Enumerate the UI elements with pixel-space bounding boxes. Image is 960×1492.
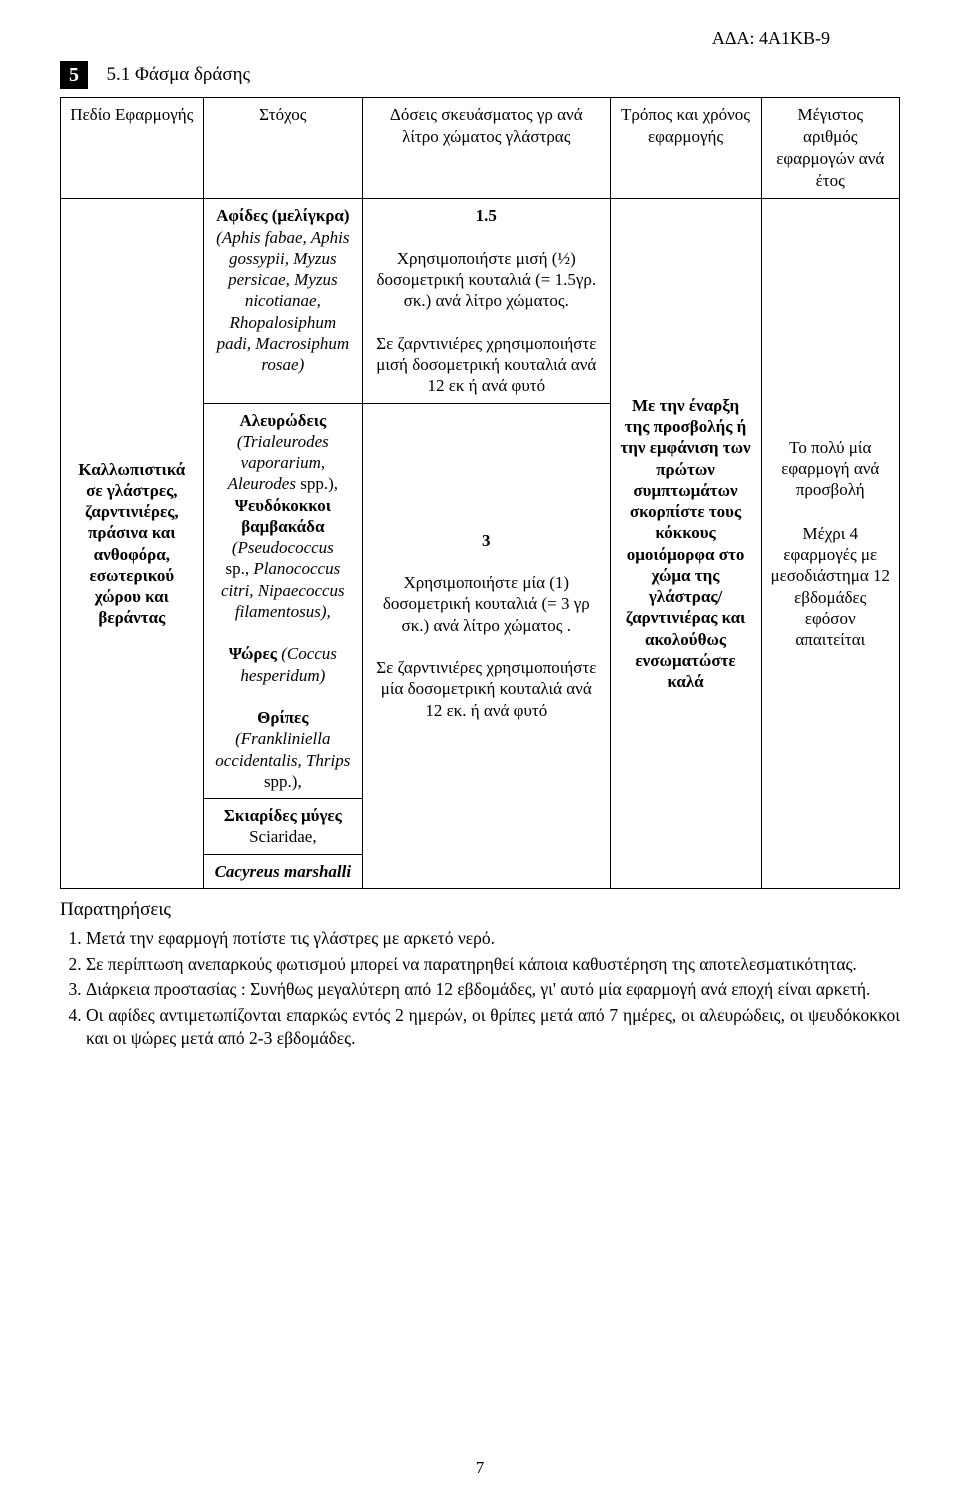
target-aphids: Αφίδες (μελίγκρα) (Aphis fabae, Aphis go…	[203, 199, 362, 403]
note-item: Σε περίπτωση ανεπαρκούς φωτισμού μπορεί …	[86, 953, 900, 977]
max-cell: Το πολύ μία εφαρμογή ανά προσβολή Μέχρι …	[761, 199, 899, 889]
page-number: 7	[476, 1458, 485, 1478]
field-label: Καλλωπιστικά σε γλάστρες, ζαρντινιέρες, …	[69, 459, 195, 629]
dose-num-15: 1.5	[371, 205, 602, 226]
target-group-2: Αλευρώδεις (Trialeurodes vaporarium, Ale…	[203, 403, 362, 799]
dose-15: 1.5 Χρησιμοποιήστε μισή (½) δοσομετρική …	[363, 199, 611, 403]
mealybugs-species2: sp., Planococcus citri, Nipaecoccus fila…	[212, 558, 354, 622]
max-line2: Μέχρι 4 εφαρμογές με μεσοδιάστημα 12 εβδ…	[770, 523, 891, 651]
dose-15-text-b: Σε ζαρντινιέρες χρησιμοποιήστε μισή δοσο…	[371, 333, 602, 397]
note-item: Διάρκεια προστασίας : Συνήθως μεγαλύτερη…	[86, 978, 900, 1002]
header-field: Πεδίο Εφαρμογής	[61, 98, 204, 199]
main-table: Πεδίο Εφαρμογής Στόχος Δόσεις σκευάσματο…	[60, 97, 900, 889]
table-header-row: Πεδίο Εφαρμογής Στόχος Δόσεις σκευάσματο…	[61, 98, 900, 199]
cacyreus-species: Cacyreus marshalli	[212, 861, 354, 882]
dose-15-text-a: Χρησιμοποιήστε μισή (½) δοσομετρική κουτ…	[371, 248, 602, 312]
header-target: Στόχος	[203, 98, 362, 199]
thrips-name: Θρίπες	[212, 707, 354, 728]
aphids-name: Αφίδες (μελίγκρα)	[212, 205, 354, 226]
max-line1: Το πολύ μία εφαρμογή ανά προσβολή	[770, 437, 891, 501]
whiteflies-name: Αλευρώδεις	[212, 410, 354, 431]
thrips-species: (Frankliniella occidentalis, Thrips spp.…	[212, 728, 354, 792]
mealybugs-name: Ψευδόκοκκοι βαμβακάδα	[212, 495, 354, 538]
section-header: 5 5.1 Φάσμα δράσης	[60, 61, 900, 89]
header-method: Τρόπος και χρόνος εφαρμογής	[610, 98, 761, 199]
dose-num-3: 3	[371, 530, 602, 551]
document-id: ΑΔΑ: 4Α1ΚΒ-9	[60, 28, 900, 49]
section-title: 5.1 Φάσμα δράσης	[107, 64, 251, 86]
sciarids-name: Σκιαρίδες μύγες	[212, 805, 354, 826]
table-row: Καλλωπιστικά σε γλάστρες, ζαρντινιέρες, …	[61, 199, 900, 403]
sciarids-species: Sciaridae,	[212, 826, 354, 847]
whiteflies-species: (Trialeurodes vaporarium, Aleurodes spp.…	[212, 431, 354, 495]
observations-heading: Παρατηρήσεις	[60, 899, 900, 921]
mealybugs-species1: (Pseudococcus	[212, 537, 354, 558]
notes-list: Μετά την εφαρμογή ποτίστε τις γλάστρες μ…	[60, 927, 900, 1051]
field-cell: Καλλωπιστικά σε γλάστρες, ζαρντινιέρες, …	[61, 199, 204, 889]
note-item: Μετά την εφαρμογή ποτίστε τις γλάστρες μ…	[86, 927, 900, 951]
target-cacyreus: Cacyreus marshalli	[203, 854, 362, 888]
note-item: Οι αφίδες αντιμετωπίζονται επαρκώς εντός…	[86, 1004, 900, 1051]
header-dose: Δόσεις σκευάσματος γρ ανά λίτρο χώματος …	[363, 98, 611, 199]
dose-3: 3 Χρησιμοποιήστε μία (1) δοσομετρική κου…	[363, 403, 611, 888]
scales-line: Ψώρες (Coccus hesperidum)	[212, 643, 354, 686]
aphids-species: (Aphis fabae, Aphis gossypii, Myzus pers…	[212, 227, 354, 376]
dose-3-text-b: Σε ζαρντινιέρες χρησιμοποιήστε μία δοσομ…	[371, 657, 602, 721]
header-max: Μέγιστος αριθμός εφαρμογών ανά έτος	[761, 98, 899, 199]
method-cell: Με την έναρξη της προσβολής ή την εμφάνι…	[610, 199, 761, 889]
section-number: 5	[60, 61, 88, 89]
target-sciarids: Σκιαρίδες μύγες Sciaridae,	[203, 799, 362, 855]
method-text: Με την έναρξη της προσβολής ή την εμφάνι…	[619, 395, 753, 693]
dose-3-text-a: Χρησιμοποιήστε μία (1) δοσομετρική κουτα…	[371, 572, 602, 636]
